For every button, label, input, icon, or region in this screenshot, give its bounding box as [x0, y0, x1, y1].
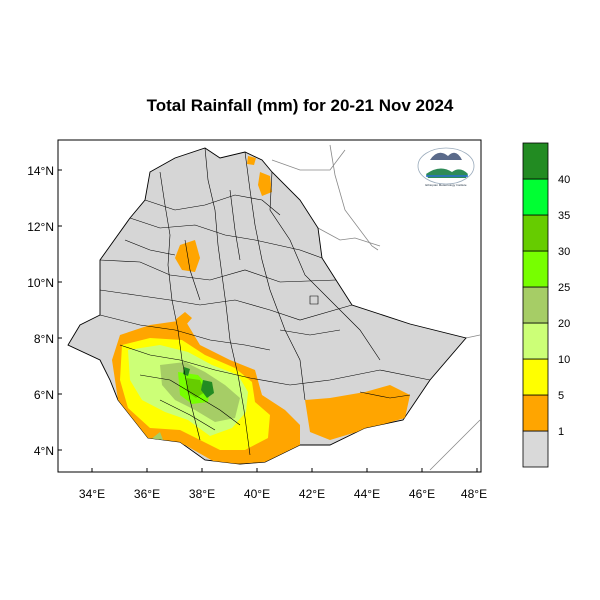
lon-label-38: 38°E [189, 487, 215, 501]
lon-label-40: 40°E [244, 487, 270, 501]
legend-label-40: 40 [558, 174, 570, 186]
legend-box-7 [522, 178, 549, 216]
logo-label: Ethiopian Meteorology Institute [425, 183, 467, 187]
legend-label-35: 35 [558, 210, 570, 222]
lat-axis: 14°N 12°N 10°N 8°N 6°N 4°N [27, 164, 62, 458]
legend-label-10: 10 [558, 354, 570, 366]
lon-label-48: 48°E [461, 487, 487, 501]
legend-label-30: 30 [558, 246, 570, 258]
admin-boundaries [99, 148, 431, 456]
legend-label-5: 5 [558, 390, 564, 402]
lat-label-14: 14°N [27, 164, 54, 178]
lon-axis: 34°E 36°E 38°E 40°E 42°E 44°E 46°E 48°E [79, 468, 487, 501]
lon-label-36: 36°E [134, 487, 160, 501]
legend-box-5 [522, 250, 549, 288]
map-frame [57, 139, 482, 473]
legend-box-8 [522, 142, 549, 180]
legend-box-1 [522, 394, 549, 432]
lat-label-6: 6°N [34, 388, 54, 402]
lon-label-42: 42°E [299, 487, 325, 501]
rainfall-shading [112, 156, 410, 464]
legend-label-25: 25 [558, 282, 570, 294]
lat-label-12: 12°N [27, 220, 54, 234]
rainfall-legend: 1 5 10 20 25 30 35 40 [522, 142, 570, 468]
lon-label-46: 46°E [409, 487, 435, 501]
lat-label-8: 8°N [34, 332, 54, 346]
map-title: Total Rainfall (mm) for 20-21 Nov 2024 [146, 96, 454, 115]
emi-logo: Ethiopian Meteorology Institute [417, 147, 475, 187]
lat-label-4: 4°N [34, 444, 54, 458]
legend-label-1: 1 [558, 426, 564, 438]
legend-box-0 [522, 430, 549, 468]
neighbor-boundaries [271, 144, 481, 471]
legend-box-6 [522, 214, 549, 252]
legend-box-4 [522, 286, 549, 324]
lon-label-44: 44°E [354, 487, 380, 501]
cloud-icon [430, 152, 462, 160]
lat-label-10: 10°N [27, 276, 54, 290]
legend-label-20: 20 [558, 318, 570, 330]
legend-box-2 [522, 358, 549, 396]
legend-box-3 [522, 322, 549, 360]
lon-label-34: 34°E [79, 487, 105, 501]
